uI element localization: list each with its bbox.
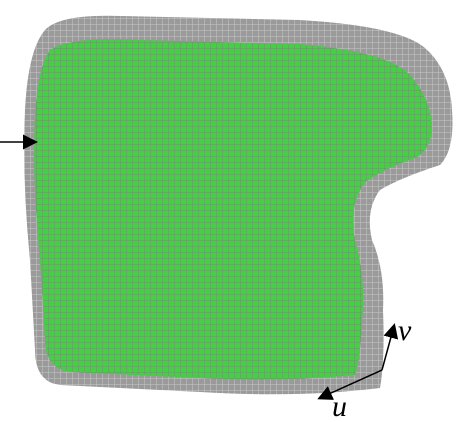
mesh-figure: v u [0, 0, 461, 422]
v-label: v [398, 314, 412, 347]
page: {"labels": {"v": "v", "u": "u"}} v u (()… [0, 0, 461, 422]
v-axis [382, 326, 394, 370]
u-label: u [332, 390, 347, 422]
